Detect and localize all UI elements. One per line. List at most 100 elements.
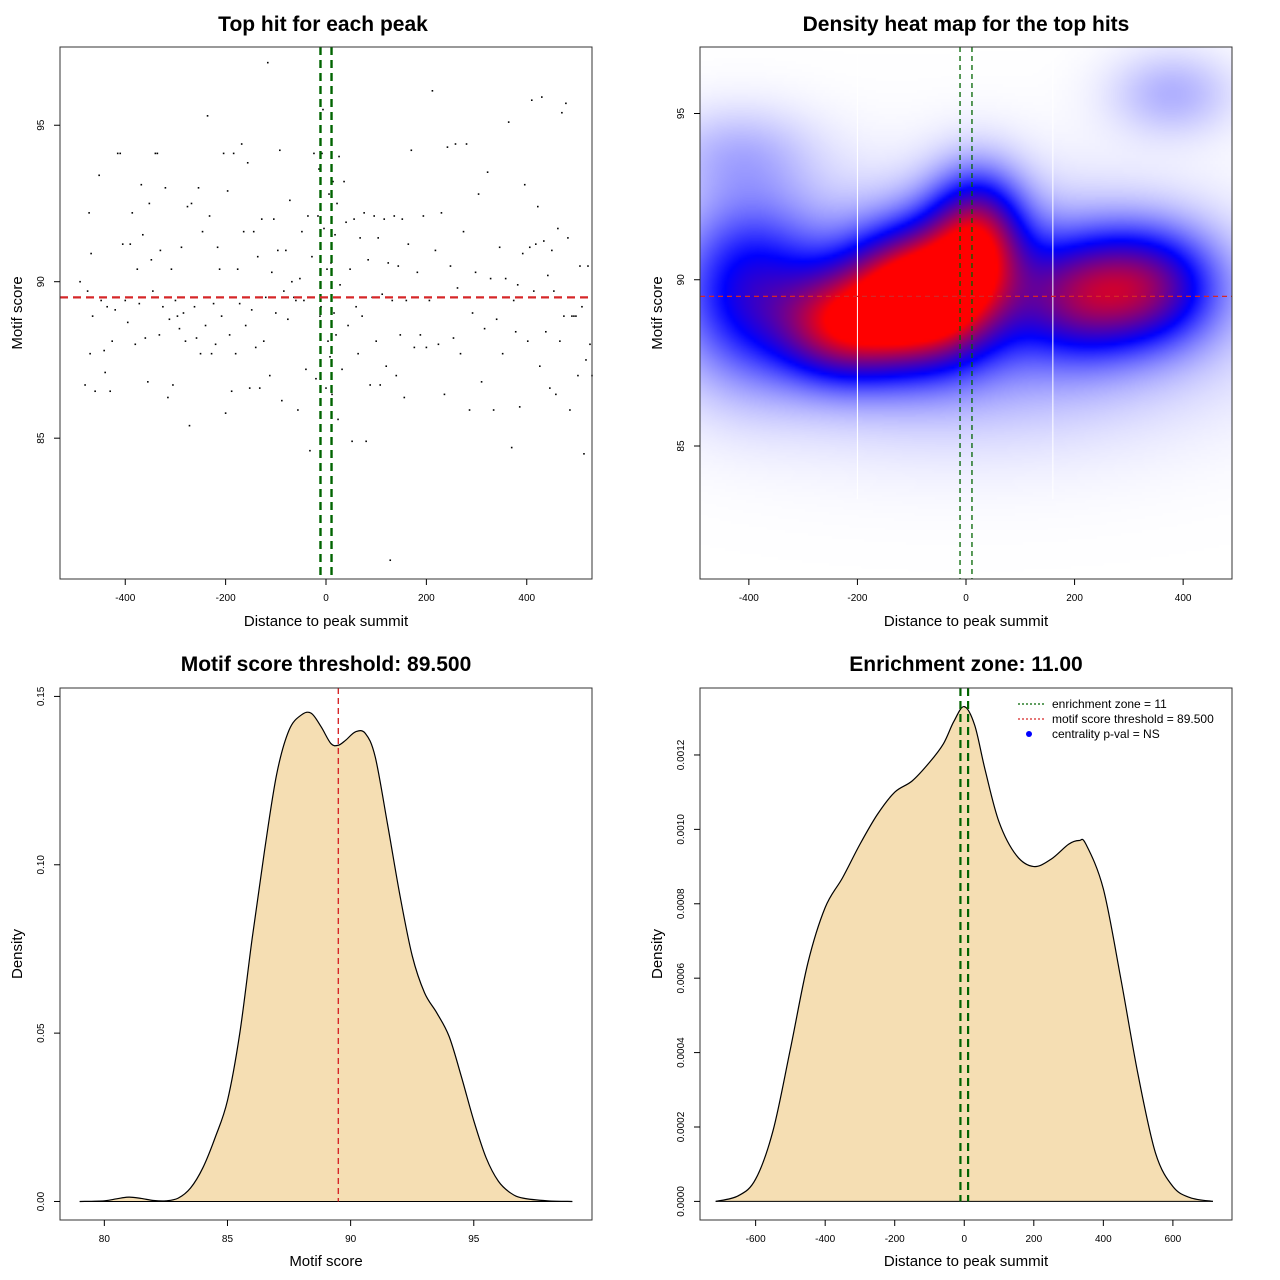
scatter-point [337,418,339,421]
score-density-x-tick-label: 85 [222,1234,234,1245]
scatter-point [393,215,396,217]
scatter-point [106,305,108,308]
scatter-point [116,152,119,155]
score-density-x-tick-label: 90 [345,1234,357,1245]
scatter-point [246,161,249,164]
score-density-area [79,712,573,1202]
scatter-point [216,246,219,249]
scatter-point [313,152,315,155]
scatter-point [142,233,144,236]
scatter-point [365,440,367,443]
scatter-point [437,343,440,346]
scatter-point [407,243,410,245]
legend: enrichment zone = 11 motif score thresho… [1018,697,1214,741]
scatter-point [90,252,92,255]
scatter-point [285,249,287,252]
scatter-point [419,334,422,336]
scatter-point [174,299,177,302]
scatter-point [109,390,111,393]
heatmap-x-axis: -400 -200 0 200 400 [739,579,1192,604]
score-density-y-tick-label: 0.15 [36,686,47,706]
scatter-point [486,171,489,173]
distance-density-y-tick-label: 0.0000 [676,1186,687,1217]
scatter-point [291,280,293,283]
scatter-point [399,334,402,336]
scatter-y-label: Motif score [9,276,26,349]
scatter-point [555,393,557,396]
scatter-point [289,199,291,202]
scatter-point [373,215,375,217]
scatter-point [201,230,204,233]
scatter-point [523,183,526,186]
heatmap-density-image [700,47,1232,579]
scatter-point [557,227,559,230]
scatter-point [210,352,213,355]
scatter-point [134,343,137,346]
scatter-point [156,152,159,155]
scatter-point [403,396,406,399]
scatter-point [320,305,322,308]
scatter-point [434,249,437,252]
distance-density-x-tick-label: -200 [885,1234,905,1245]
scatter-point [224,412,227,414]
scatter-point [197,187,200,189]
scatter-point [188,424,191,427]
scatter-point [270,271,273,274]
scatter-point [232,152,235,155]
panel-scatter: Top hit for each peak -400 -200 0 200 400 85… [9,13,593,630]
scatter-point [79,280,81,283]
scatter-point [148,202,151,205]
scatter-point [443,393,446,396]
scatter-point [561,111,563,114]
scatter-x-tick-label: 200 [418,593,435,604]
scatter-point [162,305,164,308]
heatmap-x-tick-label: 200 [1066,593,1083,604]
scatter-point [315,377,317,380]
scatter-point [449,265,452,267]
scatter-x-axis: -400 -200 0 200 400 [115,579,536,604]
scatter-point [164,187,167,189]
scatter-point [381,293,384,296]
scatter-point [361,315,363,317]
scatter-point [422,215,425,217]
scatter-point [349,268,351,270]
scatter-point [492,409,495,411]
scatter-point [532,290,535,292]
scatter-point [397,265,400,267]
scatter-point [138,302,141,305]
score-density-y-label: Density [9,928,26,979]
scatter-point [567,237,569,239]
scatter-point [395,374,398,377]
scatter-point [144,337,147,339]
scatter-point [297,409,299,411]
scatter-point [581,305,583,308]
heatmap-title: Density heat map for the top hits [803,13,1130,36]
heatmap-x-label: Distance to peak summit [884,613,1049,630]
scatter-point [583,453,585,455]
scatter-point [377,237,379,239]
scatter-point [299,277,301,280]
scatter-point [325,387,327,389]
scatter-point [375,340,377,342]
scatter-point [275,312,277,314]
scatter-point [339,284,341,286]
scatter-point [226,190,229,192]
scatter-y-tick-label: 85 [36,432,47,444]
scatter-point [334,233,336,236]
scatter-point [152,290,154,292]
score-density-x-axis: 80 85 90 95 [99,1220,480,1245]
scatter-point [512,299,515,302]
scatter-point [329,356,331,358]
scatter-point [514,330,517,333]
scatter-points [79,61,593,562]
scatter-point [168,318,171,321]
distance-density-x-tick-label: 0 [961,1234,967,1245]
scatter-point [333,312,335,314]
scatter-point [456,287,459,289]
scatter-point [383,218,386,220]
score-density-y-axis: 0.00 0.05 0.10 0.15 [36,686,60,1211]
scatter-point [199,352,202,355]
scatter-point [281,399,283,402]
distance-density-title: Enrichment zone: 11.00 [849,653,1082,676]
